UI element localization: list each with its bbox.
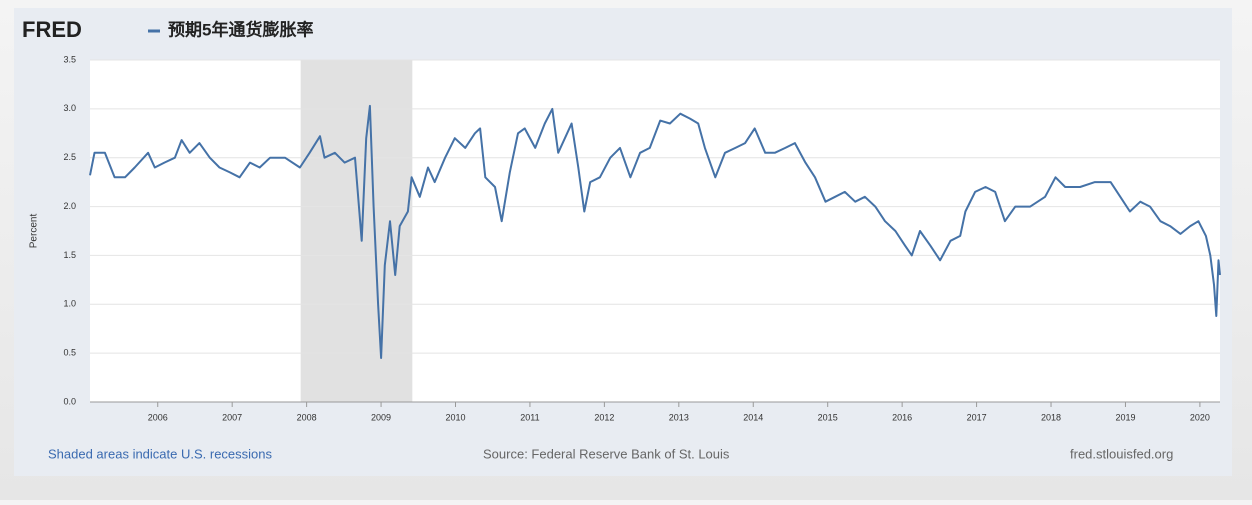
x-tick-label: 2011 xyxy=(520,412,539,422)
x-tick-label: 2009 xyxy=(371,412,391,422)
website: fred.stlouisfed.org xyxy=(1070,446,1173,461)
y-axis-label: Percent xyxy=(29,214,40,249)
x-tick-label: 2019 xyxy=(1115,412,1135,422)
y-tick-label: 1.0 xyxy=(63,299,76,309)
y-tick-label: 2.0 xyxy=(63,201,76,211)
x-tick-label: 2007 xyxy=(222,412,242,422)
x-tick-label: 2016 xyxy=(892,412,912,422)
y-tick-label: 1.5 xyxy=(63,250,76,260)
x-tick-label: 2013 xyxy=(669,412,689,422)
x-tick-label: 2014 xyxy=(743,412,763,422)
chart-title: 预期5年通货膨胀率 xyxy=(168,19,313,39)
x-tick-label: 2018 xyxy=(1041,412,1061,422)
y-tick-label: 3.0 xyxy=(63,103,76,113)
x-tick-label: 2012 xyxy=(594,412,614,422)
source: Source: Federal Reserve Bank of St. Loui… xyxy=(483,446,730,461)
y-tick-label: 2.5 xyxy=(63,152,76,162)
x-tick-label: 2008 xyxy=(297,412,317,422)
y-tick-label: 0.5 xyxy=(63,348,76,358)
x-tick-label: 2020 xyxy=(1190,412,1210,422)
recession-note: Shaded areas indicate U.S. recessions xyxy=(48,446,273,461)
recession-shade xyxy=(300,60,413,402)
y-tick-label: 3.5 xyxy=(63,54,76,64)
x-tick-label: 2017 xyxy=(967,412,987,422)
plot-area xyxy=(90,60,1220,402)
line xyxy=(89,104,1221,359)
x-tick-label: 2006 xyxy=(148,412,168,422)
x-tick-label: 2015 xyxy=(818,412,838,422)
x-tick-label: 2010 xyxy=(445,412,465,422)
logo: FRED xyxy=(22,17,82,42)
y-tick-label: 0.0 xyxy=(63,396,76,406)
